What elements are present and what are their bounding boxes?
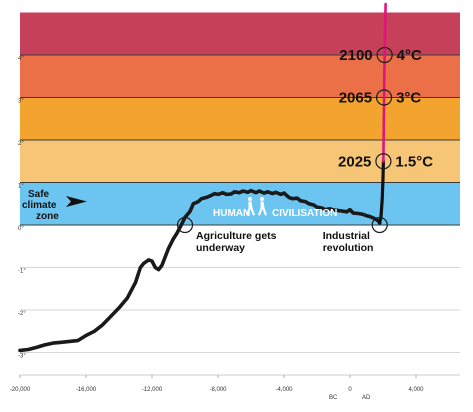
x-tick-label: 4,000	[408, 387, 424, 393]
y-tick-label: 2°	[18, 141, 24, 147]
annotation-circle	[176, 216, 194, 234]
era-label-ad: AD	[362, 395, 371, 401]
temperature-lines	[18, 2, 387, 353]
era-label-bc: BC	[329, 395, 338, 401]
y-tick-label: -1°	[18, 269, 26, 275]
y-tick-label: 0°	[18, 226, 24, 232]
annotation-year-label: 2065	[339, 90, 372, 107]
human-civilisation-label-part1: HUMAN	[213, 208, 250, 219]
human-figure-icons	[246, 197, 267, 216]
safe-zone-label-line1: Safe	[28, 189, 50, 200]
x-tick-label: -12,000	[142, 387, 163, 393]
walking-person-icon	[246, 197, 255, 216]
temperature-band	[20, 97, 460, 140]
temperature-band	[20, 182, 460, 225]
annotation-circles	[176, 46, 393, 234]
annotation-circle	[376, 46, 393, 64]
annotation-label: revolution	[323, 242, 374, 254]
x-tick-label: -8,000	[209, 387, 227, 393]
safe-zone-label-line2: climate	[22, 200, 57, 211]
y-tick-label: 4°	[18, 56, 24, 62]
annotation-temperature-label: 3°C	[396, 90, 421, 107]
y-tick-label: -2°	[18, 311, 26, 317]
temperature-band	[20, 55, 460, 98]
y-tick-label: -3°	[18, 354, 26, 360]
series-line	[382, 2, 387, 163]
annotation-year-label: 2100	[339, 47, 372, 64]
human-civilisation-label-part2: CIVILISATION	[272, 208, 337, 219]
x-tick-label: 0	[348, 387, 352, 393]
y-tick-label: 1°	[18, 184, 24, 190]
chart-labels: Safe climate zone HUMAN CIVILISATION BC …	[22, 47, 433, 401]
x-tick-label: -16,000	[76, 387, 97, 393]
safe-zone-label-line3: zone	[36, 211, 59, 222]
x-tick-label: -4,000	[275, 387, 293, 393]
series-line	[378, 159, 385, 225]
annotation-label: Agriculture gets	[196, 230, 277, 242]
walking-person-icon	[258, 197, 267, 216]
annotation-year-label: 2025	[338, 153, 371, 170]
axis-tick-labels: 4° 3° 2° 1° 0° -1° -2° -3° -20,000 -16,000 -12,000…	[10, 56, 424, 393]
annotation-label: underway	[196, 242, 245, 254]
temperature-band	[20, 140, 460, 183]
temperature-band	[20, 12, 460, 55]
safe-zone-arrow-icon	[66, 196, 87, 207]
annotation-label: Industrial	[323, 230, 370, 242]
annotation-circle	[375, 89, 393, 106]
series-line	[18, 188, 382, 353]
annotation-temperature-label: 4°C	[397, 47, 422, 64]
annotation-circle	[375, 153, 392, 170]
annotation-temperature-label: 1.5°C	[395, 153, 433, 170]
x-tick-label: -20,000	[10, 387, 31, 393]
y-tick-label: 3°	[18, 99, 24, 105]
horizontal-gridlines	[20, 54, 460, 376]
annotation-circle	[371, 216, 388, 234]
